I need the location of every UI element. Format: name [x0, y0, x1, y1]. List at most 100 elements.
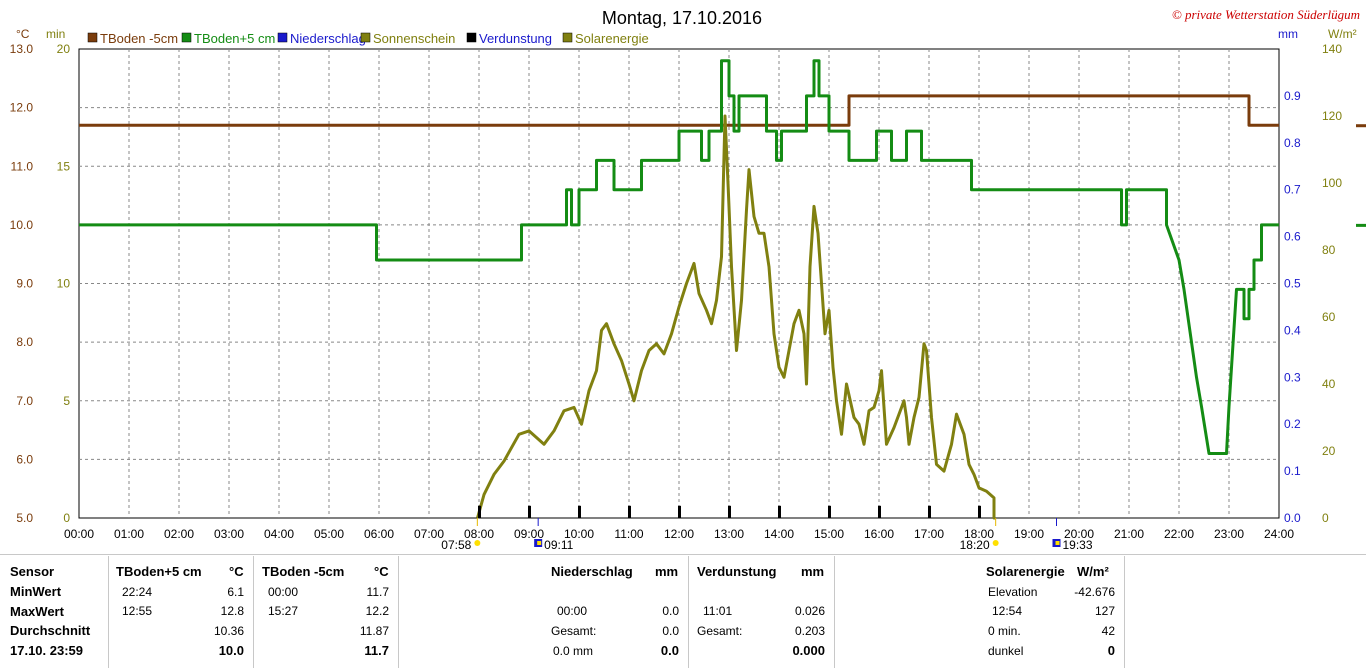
x-tick-label: 00:00	[64, 527, 94, 541]
x-tick-label: 24:00	[1264, 527, 1294, 541]
label-max: MaxWert	[10, 604, 64, 619]
y-tick-celsius: 8.0	[16, 335, 33, 349]
solar-max-val: 127	[1094, 604, 1115, 618]
y-tick-wm2: 80	[1322, 243, 1336, 257]
evaporation-bar	[678, 505, 681, 518]
series-lines	[79, 59, 1366, 547]
y-tick-wm2: 20	[1322, 444, 1336, 458]
legend-label: Sonnenschein	[373, 31, 455, 46]
tbm5-max-val: 12.2	[365, 604, 389, 618]
tbm5-unit: °C	[374, 564, 389, 579]
evaporation-bar	[828, 505, 831, 518]
legend-swatch	[360, 32, 371, 43]
x-tick-label: 18:00	[964, 527, 994, 541]
axis-tick-labels: 00:00 01:00 02:00 03:00 04:00 05:00 06:00 07:00…	[10, 42, 1343, 552]
y-tick-wm2: 60	[1322, 310, 1336, 324]
y-tick-mm: 0.3	[1284, 370, 1301, 384]
y-tick-mm: 0.1	[1284, 464, 1301, 478]
label-date: 17.10. 23:59	[10, 643, 84, 658]
unit-wm2: W/m²	[1328, 27, 1357, 41]
legend-swatch	[181, 32, 192, 43]
y-tick-celsius: 7.0	[16, 394, 33, 408]
y-tick-mm: 0.4	[1284, 323, 1301, 337]
evaporation-bar	[578, 505, 581, 518]
current-tb-plus5-marker	[1356, 223, 1366, 227]
y-tick-celsius: 13.0	[10, 42, 34, 56]
x-tick-label: 16:00	[864, 527, 894, 541]
tb5-min-time: 22:24	[122, 585, 153, 599]
y-tick-mm: 0.9	[1284, 89, 1301, 103]
x-tick-label: 19:00	[1014, 527, 1044, 541]
legend-label: Verdunstung	[479, 31, 552, 46]
x-tick-label: 09:00	[514, 527, 544, 541]
evaporation-bar	[928, 505, 931, 518]
tbm5-max-time: 15:27	[268, 604, 299, 618]
y-tick-celsius: 12.0	[10, 101, 34, 115]
label-min: MinWert	[10, 584, 62, 599]
x-tick-label: 20:00	[1064, 527, 1094, 541]
rain-current: 0.0	[660, 643, 679, 658]
tb5-avg: 10.36	[213, 624, 244, 638]
y-tick-mm: 0.5	[1284, 277, 1301, 291]
y-tick-mm: 0.0	[1284, 511, 1301, 525]
y-tick-mm: 0.6	[1284, 230, 1301, 244]
rain-max-time: 00:00	[557, 604, 588, 618]
moonset-time: 19:33	[1063, 538, 1093, 552]
label-sensor: Sensor	[10, 564, 55, 579]
evap-max-val: 0.026	[794, 604, 825, 618]
y-tick-wm2: 40	[1322, 377, 1336, 391]
evaporation-bar	[728, 505, 731, 518]
evap-title: Verdunstung	[697, 564, 777, 579]
evaporation-bar	[978, 505, 981, 518]
evaporation-bar	[778, 505, 781, 518]
evaporation-bar	[878, 505, 881, 518]
current-tb-minus5-marker	[1356, 124, 1366, 128]
moonset-icon-sun	[1055, 541, 1060, 545]
x-tick-label: 17:00	[914, 527, 944, 541]
legend-label: TBoden+5 cm	[194, 31, 275, 46]
rain-title: Niederschlag	[551, 564, 633, 579]
solar-min-label: 0 min.	[988, 624, 1021, 638]
moonrise-icon-sun	[537, 541, 542, 545]
rain-last: 0.0 mm	[553, 644, 594, 658]
tb5-unit: °C	[229, 564, 244, 579]
y-tick-minutes: 15	[57, 159, 71, 173]
tbm5-title: TBoden -5cm	[262, 564, 345, 579]
rain-sum-val: 0.0	[662, 624, 679, 638]
sunrise-icon	[474, 540, 481, 546]
chart-title: Montag, 17.10.2016	[602, 8, 762, 28]
rain-unit: mm	[655, 564, 679, 579]
evaporation-bar	[528, 505, 531, 518]
x-tick-label: 10:00	[564, 527, 594, 541]
solar-elev-val: -42.676	[1074, 585, 1115, 599]
solar-max-time: 12:54	[992, 604, 1023, 618]
sunset-icon	[992, 540, 999, 546]
solar-dark-val: 0	[1107, 643, 1115, 658]
y-tick-mm: 0.8	[1284, 136, 1301, 150]
copyright: © private Wetterstation Süderlügum	[1172, 7, 1360, 22]
x-tick-label: 23:00	[1214, 527, 1244, 541]
unit-min: min	[46, 27, 65, 41]
y-tick-mm: 0.2	[1284, 417, 1301, 431]
x-tick-label: 06:00	[364, 527, 394, 541]
x-tick-label: 02:00	[164, 527, 194, 541]
legend-swatch	[466, 32, 477, 43]
evap-unit: mm	[801, 564, 825, 579]
y-tick-minutes: 5	[63, 394, 70, 408]
x-tick-label: 15:00	[814, 527, 844, 541]
x-tick-label: 01:00	[114, 527, 144, 541]
x-tick-label: 22:00	[1164, 527, 1194, 541]
legend-swatch	[87, 32, 98, 43]
unit-celsius: °C	[16, 27, 30, 41]
x-tick-label: 13:00	[714, 527, 744, 541]
x-tick-label: 07:00	[414, 527, 444, 541]
weather-chart: 00:00 01:00 02:00 03:00 04:00 05:00 06:00 07:00…	[10, 7, 1366, 552]
evaporation-bar	[478, 505, 481, 518]
label-avg: Durchschnitt	[10, 623, 91, 638]
solar-min-val: 42	[1101, 624, 1115, 638]
solar-unit: W/m²	[1077, 564, 1109, 579]
moonrise-time: 09:11	[544, 538, 573, 552]
x-tick-label: 08:00	[464, 527, 494, 541]
x-tick-label: 03:00	[214, 527, 244, 541]
solar-dark-label: dunkel	[988, 644, 1024, 658]
